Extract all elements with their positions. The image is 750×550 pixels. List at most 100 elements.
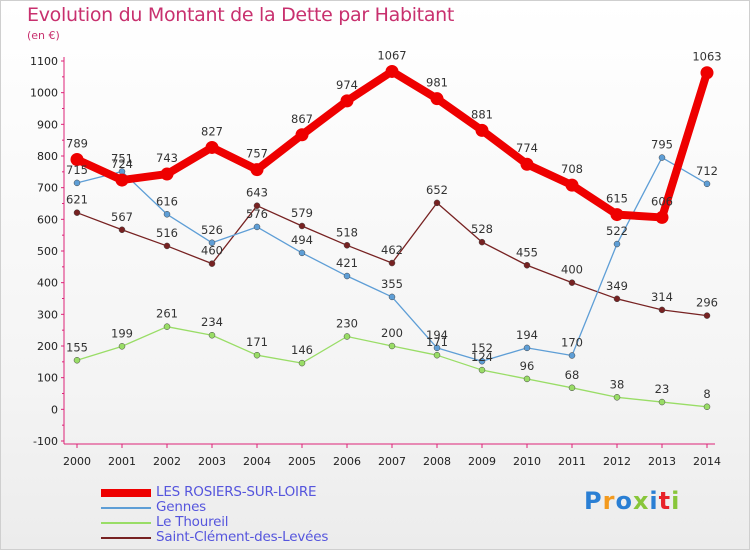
data-point-les-rosiers-sur-loire [385,64,399,78]
data-point-le-thoureil [118,343,126,350]
data-label-gennes: 194 [516,328,538,342]
data-label-les-rosiers-sur-loire: 981 [426,76,448,90]
legend-swatch [101,536,151,539]
data-point-saint-clement-des-levees [208,260,216,267]
data-point-les-rosiers-sur-loire [295,128,309,142]
data-label-gennes: 526 [201,223,223,237]
data-label-les-rosiers-sur-loire: 757 [246,147,268,161]
data-point-gennes [523,344,531,352]
data-label-gennes: 494 [291,233,313,247]
data-label-le-thoureil: 96 [520,359,535,373]
data-label-les-rosiers-sur-loire: 774 [516,141,538,155]
x-tick-label: 2000 [63,455,91,468]
data-point-les-rosiers-sur-loire [520,157,534,171]
x-tick-label: 2010 [513,455,541,468]
legend-swatch [101,506,151,509]
data-label-les-rosiers-sur-loire: 724 [111,157,133,171]
legend-swatch [101,521,151,524]
data-point-le-thoureil [388,342,396,350]
y-tick-label: 900 [37,118,58,131]
data-point-saint-clement-des-levees [388,259,396,267]
data-label-les-rosiers-sur-loire: 1063 [692,50,721,64]
data-point-saint-clement-des-levees [478,238,486,246]
data-label-gennes: 576 [246,207,268,221]
x-tick-label: 2003 [198,455,226,468]
data-point-les-rosiers-sur-loire [430,92,444,106]
data-point-gennes [343,272,351,280]
data-point-les-rosiers-sur-loire [565,178,579,192]
x-tick-label: 2001 [108,455,136,468]
data-point-le-thoureil [703,403,711,411]
data-point-saint-clement-des-levees [703,312,711,319]
legend-swatch [101,488,151,497]
data-label-le-thoureil: 200 [381,326,403,340]
data-point-le-thoureil [298,359,306,367]
data-point-gennes [208,239,216,247]
data-label-saint-clement-des-levees: 621 [66,193,88,207]
data-point-gennes [478,357,486,365]
data-label-les-rosiers-sur-loire: 708 [561,162,583,176]
data-label-gennes: 152 [471,341,493,355]
data-point-saint-clement-des-levees [343,242,351,249]
data-label-saint-clement-des-levees: 516 [156,226,178,240]
data-point-gennes [163,211,171,218]
data-label-les-rosiers-sur-loire: 867 [291,112,313,126]
y-tick-label: 1000 [30,87,58,100]
data-label-saint-clement-des-levees: 400 [561,263,583,277]
data-point-gennes [613,240,621,248]
data-label-saint-clement-des-levees: 455 [516,245,538,259]
x-tick-label: 2007 [378,455,406,468]
data-label-saint-clement-des-levees: 579 [291,206,313,220]
data-point-gennes [433,344,441,352]
data-point-gennes [658,154,666,161]
data-label-saint-clement-des-levees: 460 [201,244,223,258]
data-point-saint-clement-des-levees [118,226,126,234]
data-point-saint-clement-des-levees [163,242,171,250]
data-label-saint-clement-des-levees: 643 [246,186,268,200]
data-label-le-thoureil: 261 [156,307,178,321]
data-point-les-rosiers-sur-loire [655,210,669,224]
data-point-le-thoureil [343,333,351,340]
data-label-les-rosiers-sur-loire: 1067 [377,48,406,62]
y-tick-label: 700 [37,182,58,195]
y-tick-label: 800 [37,150,58,163]
y-tick-label: 400 [37,277,58,290]
y-tick-label: 600 [37,213,58,226]
y-tick-label: 300 [37,308,58,321]
data-label-le-thoureil: 171 [426,335,448,349]
legend-label: Le Thoureil [156,514,229,530]
data-label-le-thoureil: 230 [336,317,358,331]
data-point-le-thoureil [163,323,171,330]
x-tick-label: 2006 [333,455,361,468]
data-label-gennes: 170 [561,336,583,350]
data-label-saint-clement-des-levees: 528 [471,222,493,236]
data-point-les-rosiers-sur-loire [160,167,174,181]
data-label-gennes: 712 [696,164,718,178]
data-label-saint-clement-des-levees: 314 [651,290,673,304]
data-label-gennes: 522 [606,224,628,238]
data-point-les-rosiers-sur-loire [70,152,84,166]
x-tick-label: 2008 [423,455,451,468]
data-label-les-rosiers-sur-loire: 827 [201,124,223,138]
data-point-les-rosiers-sur-loire [610,208,624,222]
data-point-les-rosiers-sur-loire [475,123,489,137]
data-label-gennes: 194 [426,328,448,342]
x-tick-label: 2014 [693,455,721,468]
data-label-les-rosiers-sur-loire: 881 [471,107,493,121]
data-point-saint-clement-des-levees [73,209,81,216]
data-label-les-rosiers-sur-loire: 615 [606,192,628,206]
data-point-saint-clement-des-levees [253,202,261,209]
data-label-gennes: 616 [156,194,178,208]
data-point-saint-clement-des-levees [613,295,621,303]
data-point-les-rosiers-sur-loire [250,163,264,177]
data-label-gennes: 715 [66,163,88,177]
data-label-le-thoureil: 68 [565,368,580,382]
data-label-saint-clement-des-levees: 567 [111,210,133,224]
data-point-gennes [703,180,711,188]
data-point-gennes [388,293,396,301]
data-label-le-thoureil: 23 [655,382,670,396]
data-point-saint-clement-des-levees [298,222,306,230]
x-tick-label: 2012 [603,455,631,468]
